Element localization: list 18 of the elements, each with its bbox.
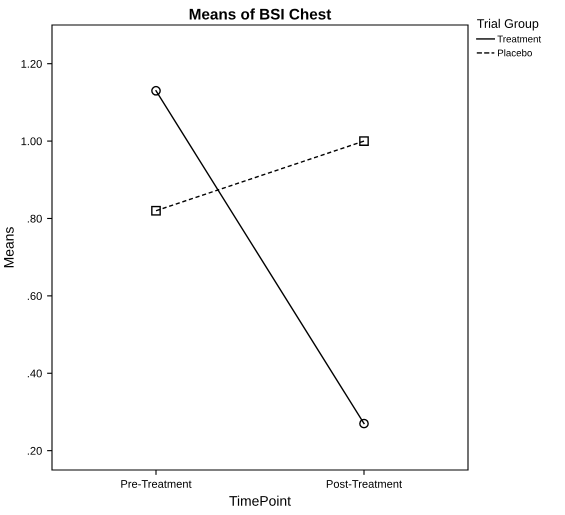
- legend-label: Placebo: [498, 49, 532, 56]
- x-axis-title: TimePoint: [229, 496, 291, 506]
- y-tick-label: .40: [28, 370, 42, 378]
- x-tick-label: Post-Treatment: [326, 480, 402, 488]
- y-tick-label: .60: [28, 292, 42, 300]
- point: [359, 418, 369, 428]
- y-tick-label: 1.20: [22, 60, 42, 68]
- x-tick-label: Pre-Treatment: [121, 480, 192, 488]
- point: [151, 206, 161, 216]
- point: [151, 86, 161, 96]
- point: [359, 136, 369, 146]
- y-axis-title: Means: [4, 227, 14, 268]
- legend-title: Trial Group: [477, 18, 538, 30]
- y-tick-label: .80: [28, 214, 42, 223]
- y-tick-label: .20: [28, 446, 42, 455]
- y-tick-label: 1.00: [22, 137, 42, 146]
- chart-title: Means of BSI Chest: [190, 8, 332, 20]
- legend-label: Treatment: [497, 36, 542, 42]
